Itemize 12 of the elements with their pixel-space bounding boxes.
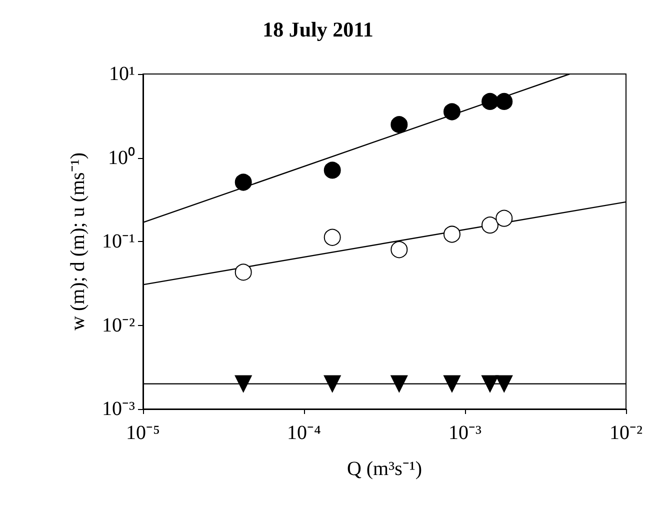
x-axis-title: Q (m³s⁻¹) [346, 458, 422, 480]
y-tick-label: 10⁻¹ [102, 230, 135, 252]
y-tick-label: 10¹ [109, 63, 135, 85]
x-tick-label: 10⁻² [610, 422, 642, 444]
y-tick-label: 10⁰ [108, 146, 135, 169]
x-tick-label: 10⁻⁵ [126, 422, 160, 444]
y-axis-title: w (m); d (m); u (ms⁻¹) [67, 152, 89, 330]
x-tick-label: 10⁻³ [448, 422, 482, 444]
chart-title: 18 July 2011 [262, 18, 374, 42]
y-tick-label: 10⁻³ [102, 398, 135, 420]
y-tick-label: 10⁻² [102, 314, 135, 336]
x-tick-label: 10⁻⁴ [287, 422, 322, 444]
